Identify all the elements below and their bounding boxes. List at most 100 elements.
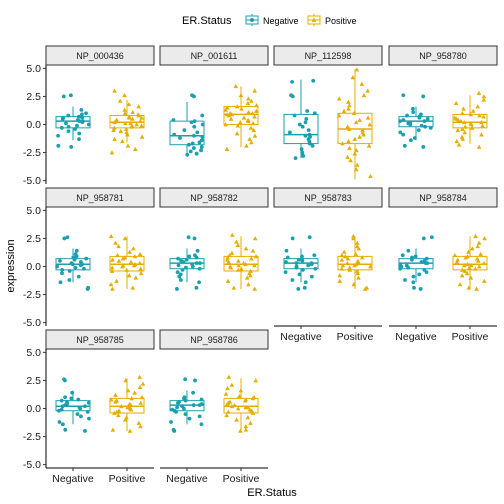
data-point: [365, 88, 371, 93]
data-point: [355, 270, 361, 276]
data-point: [199, 148, 203, 153]
data-point: [113, 392, 118, 397]
data-point: [58, 280, 63, 285]
data-point: [337, 273, 343, 278]
data-point: [250, 110, 255, 116]
legend-key-triangle: [311, 17, 317, 22]
facet-strip-label: NP_958785: [76, 335, 124, 345]
data-point: [306, 263, 311, 268]
data-point: [250, 248, 256, 253]
data-point: [481, 260, 487, 265]
data-point: [411, 280, 416, 285]
data-point: [110, 257, 115, 262]
data-point: [183, 412, 188, 417]
data-point: [309, 262, 314, 267]
data-point: [476, 144, 482, 149]
data-point: [290, 278, 295, 282]
data-point: [108, 282, 114, 287]
data-point: [197, 266, 202, 271]
data-point: [60, 271, 64, 276]
data-point: [247, 136, 252, 141]
y-tick-label: 5.0: [26, 63, 41, 75]
data-point: [303, 133, 308, 138]
data-point: [299, 147, 304, 152]
data-point: [475, 104, 480, 109]
data-point: [114, 278, 119, 283]
data-point: [57, 420, 62, 424]
facet-strip-label: NP_958782: [190, 193, 238, 203]
data-point: [249, 256, 254, 261]
data-point: [416, 128, 421, 133]
data-point: [300, 124, 305, 129]
data-point: [456, 142, 462, 147]
data-point: [115, 252, 120, 258]
data-point: [193, 378, 197, 383]
data-point: [462, 124, 468, 129]
data-point: [120, 139, 125, 144]
data-point: [468, 275, 474, 280]
data-point: [245, 100, 251, 106]
data-point: [421, 236, 426, 241]
data-point: [138, 270, 144, 276]
data-point: [194, 255, 199, 260]
data-point: [429, 235, 434, 240]
data-point: [242, 398, 248, 403]
data-point: [130, 109, 135, 114]
data-point: [353, 251, 359, 256]
data-point: [177, 274, 182, 279]
data-point: [454, 139, 460, 144]
data-point: [77, 119, 82, 124]
data-point: [83, 429, 87, 433]
x-tick-label-positive: Positive: [452, 331, 489, 343]
data-point: [73, 127, 78, 131]
data-point: [362, 286, 368, 291]
data-point: [252, 286, 258, 291]
data-point: [235, 267, 241, 272]
data-point: [341, 249, 347, 254]
data-point: [455, 257, 460, 262]
data-point: [110, 427, 116, 432]
data-point: [190, 141, 195, 146]
data-point: [243, 261, 248, 267]
data-point: [183, 265, 188, 270]
data-point: [401, 93, 406, 98]
data-point: [239, 106, 244, 111]
data-point: [402, 143, 407, 148]
box-pos: [223, 84, 259, 152]
data-point: [398, 266, 403, 271]
data-point: [252, 236, 258, 241]
data-point: [194, 285, 199, 290]
data-point: [307, 235, 312, 240]
data-point: [346, 99, 351, 104]
data-point: [226, 374, 232, 379]
legend-label-negative: Negative: [263, 16, 299, 26]
data-point: [412, 285, 416, 290]
x-tick-label-negative: Negative: [280, 331, 322, 343]
data-point: [406, 265, 410, 270]
data-point: [200, 134, 205, 139]
data-point: [195, 248, 200, 253]
data-point: [365, 115, 371, 120]
y-tick-label: 0.0: [26, 403, 41, 415]
data-point: [347, 145, 352, 150]
data-point: [194, 261, 199, 266]
data-point: [130, 285, 136, 290]
data-point: [347, 265, 352, 270]
box-neg: [55, 93, 91, 149]
data-point: [470, 246, 475, 251]
data-point: [87, 122, 91, 127]
box-neg: [169, 93, 205, 157]
data-point: [192, 133, 196, 138]
box-neg: [398, 235, 434, 291]
data-point: [301, 267, 305, 272]
data-point: [136, 420, 142, 425]
y-tick-label: 2.5: [26, 233, 41, 245]
data-point: [346, 139, 351, 144]
data-point: [112, 88, 117, 93]
data-point: [124, 130, 130, 135]
data-point: [129, 396, 135, 401]
data-point: [128, 407, 134, 412]
panel-NP_112598: NP_112598: [273, 45, 383, 180]
box-iqr: [169, 120, 205, 146]
data-point: [171, 118, 176, 122]
